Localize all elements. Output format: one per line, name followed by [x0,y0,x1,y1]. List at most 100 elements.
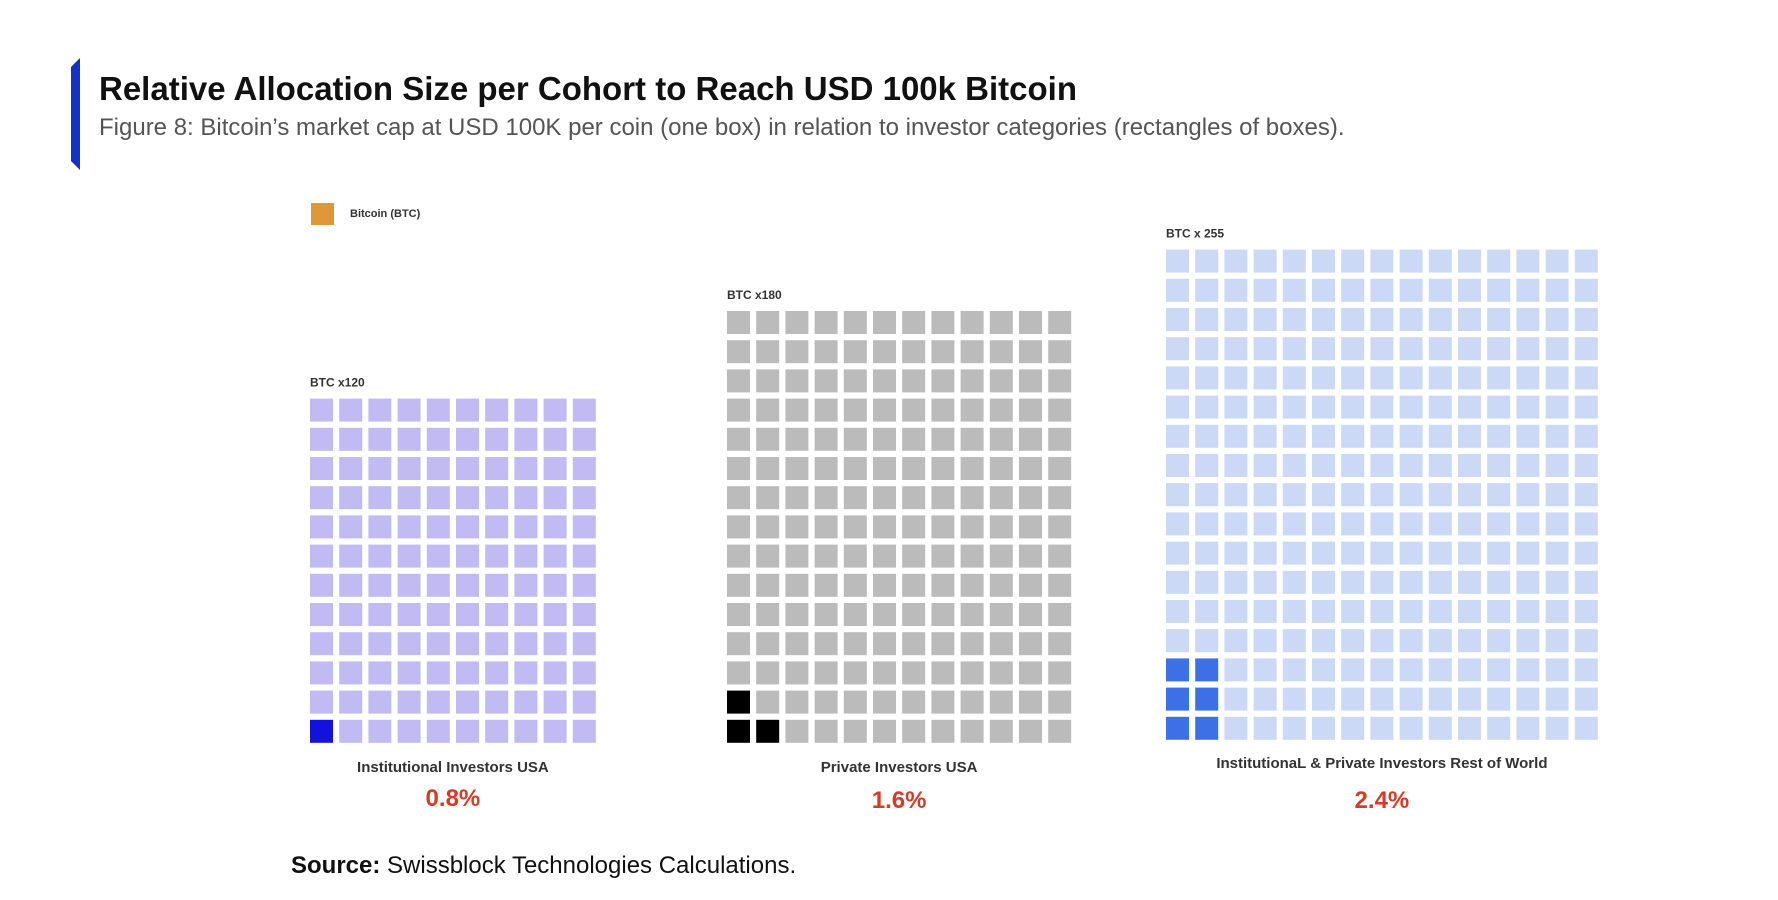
waffle-box [1224,512,1248,536]
waffle-box [1312,337,1335,361]
waffle-box [1048,690,1072,714]
waffle-box [1166,483,1189,507]
waffle-box [310,661,333,685]
waffle-box [1428,658,1452,682]
waffle-box [1282,658,1306,682]
waffle-box [1399,541,1423,565]
waffle-box [756,427,780,451]
waffle-box [931,515,955,539]
waffle-box [397,486,421,510]
cohort-percent-label: 0.8% [426,785,481,812]
waffle-box [1516,541,1540,565]
waffle-box [426,398,450,422]
waffle-box [1370,570,1394,594]
waffle-box [1341,337,1365,361]
waffle-box [1253,600,1277,623]
waffle-box [814,311,838,334]
waffle-box [426,690,450,714]
waffle-box [426,427,450,451]
cohort-count-label: BTC x 255 [1166,227,1224,241]
waffle-box [989,340,1013,364]
waffle-box [572,603,596,626]
waffle-box [785,369,809,393]
waffle-box [426,719,450,743]
waffle-box [1253,716,1277,740]
waffle-box [1516,687,1540,711]
waffle-box [310,515,333,539]
source-label: Source: [291,852,381,879]
waffle-box [1545,308,1569,331]
waffle-box [756,340,780,364]
waffle-box [727,311,750,334]
waffle-box [1487,249,1511,273]
waffle-box [543,544,567,568]
waffle-box [902,427,926,451]
waffle-box [339,632,363,656]
waffle-box [931,457,955,480]
waffle-box-highlighted [1166,687,1189,711]
waffle-box [514,515,538,539]
waffle-box [1166,600,1189,623]
waffle-box [1399,308,1423,331]
waffle-box [368,515,392,539]
waffle-box [1399,658,1423,682]
waffle-box [843,661,867,685]
waffle-box-highlighted [1195,687,1219,711]
waffle-box [397,457,421,480]
waffle-box [902,311,926,334]
waffle-box [756,544,780,568]
waffle-box [756,661,780,685]
waffle-box [485,457,509,480]
waffle-box [1458,541,1481,565]
cohort-count-label: BTC x120 [310,376,365,390]
waffle-box [814,719,838,743]
waffle-box [1282,424,1306,448]
waffle-box [1253,366,1277,390]
waffle-box [543,719,567,743]
waffle-box [1545,454,1569,477]
waffle-box [1370,278,1394,302]
waffle-box [456,573,479,597]
waffle-box [1253,395,1277,419]
waffle-box [1458,716,1481,740]
waffle-box [785,632,809,656]
waffle-box [572,661,596,685]
waffle-box [1458,395,1481,419]
waffle-box [485,427,509,451]
waffle-box [1458,570,1481,594]
waffle-box [1399,483,1423,507]
waffle-box [1370,687,1394,711]
waffle-box [1166,570,1189,594]
waffle-box [1487,337,1511,361]
waffle-box [785,340,809,364]
waffle-box [1166,629,1189,653]
waffle-box [931,632,955,656]
cohort-category-label: Institutional Investors USA [357,759,549,776]
waffle-box [1487,278,1511,302]
waffle-box [1399,337,1423,361]
waffle-box [1019,486,1042,510]
waffle-box [514,632,538,656]
waffle-box [1370,366,1394,390]
waffle-box [1370,249,1394,273]
waffle-box [339,690,363,714]
waffle-box [989,515,1013,539]
waffle-box [426,603,450,626]
waffle-box [843,311,867,334]
waffle-box [756,311,780,334]
waffle-box [756,515,780,539]
waffle-box [485,573,509,597]
waffle-box [310,603,333,626]
waffle-box [1341,454,1365,477]
waffle-box [873,544,896,568]
waffle-box [989,573,1013,597]
waffle-box [339,573,363,597]
waffle-box [1458,249,1481,273]
waffle-box [514,573,538,597]
waffle-box [397,603,421,626]
waffle-box [1487,629,1511,653]
waffle-box [1312,687,1335,711]
waffle-box [727,457,750,480]
waffle-box [989,311,1013,334]
waffle-box [1341,687,1365,711]
